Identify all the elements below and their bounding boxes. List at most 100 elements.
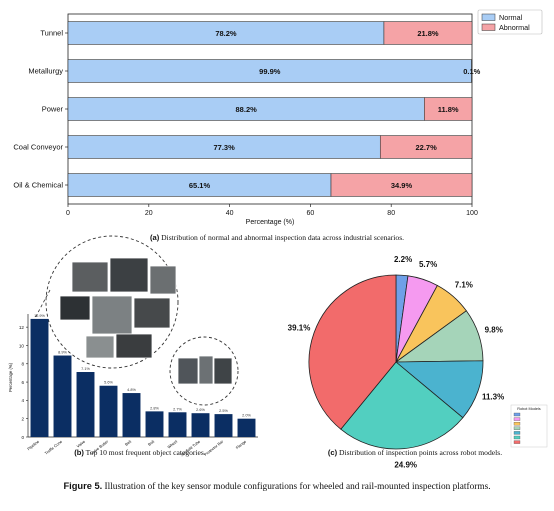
- ytick-label-b-4: 8: [21, 362, 24, 367]
- caption-a-tag: (a): [149, 233, 160, 242]
- inset-leader-1a: [33, 289, 51, 321]
- data-label-b-3: 5.6%: [104, 381, 113, 385]
- data-label-normal-0: 78.2%: [215, 29, 237, 38]
- data-label-normal-1: 99.9%: [259, 67, 281, 76]
- pie-label-3: 9.8%: [485, 325, 503, 334]
- data-label-b-5: 2.8%: [150, 406, 159, 410]
- bar-b-7: [191, 413, 210, 437]
- pie-label-2: 7.1%: [455, 280, 473, 289]
- pie-label-1: 5.7%: [419, 260, 437, 269]
- pie-label-6: 39.1%: [288, 323, 311, 332]
- inset-circle-1: [45, 235, 179, 369]
- collage-photo-1: [109, 257, 149, 293]
- pie-slice-3: [394, 310, 484, 363]
- caption-c: (c) Distribution of inspection points ac…: [290, 448, 540, 457]
- ytick-label-b-2: 4: [21, 398, 24, 403]
- bar-abnormal-2: [424, 97, 473, 121]
- bar-abnormal-4: [330, 173, 473, 197]
- caption-a-text: Distribution of normal and abnormal insp…: [159, 233, 405, 242]
- ytick-label-b-5: 10: [19, 343, 25, 348]
- pie-slice-4: [394, 360, 484, 419]
- xtick-label-5: 100: [466, 210, 478, 217]
- pie-slice-1: [395, 275, 438, 363]
- data-label-abnormal-2: 11.8%: [438, 105, 459, 114]
- bar-b-2: [76, 372, 95, 437]
- photo-collage-inset: [33, 235, 179, 369]
- ytick-label-b-6: 12: [19, 325, 25, 330]
- xtick-label-4: 80: [387, 210, 395, 217]
- data-label-normal-2: 88.2%: [236, 105, 258, 114]
- pie-label-5: 24.9%: [394, 461, 417, 470]
- legend-c-title: Robot Models: [517, 407, 541, 411]
- collage-photo-4: [91, 295, 133, 335]
- collage-photo-2: [149, 265, 177, 295]
- equipment-photo-2: [198, 355, 214, 385]
- bar-b-3: [99, 385, 118, 437]
- bar-b-5: [145, 411, 164, 437]
- collage-photo-5: [133, 297, 171, 329]
- legend-label-normal: Normal: [499, 13, 523, 22]
- equipment-photo-3: [213, 357, 233, 385]
- bar-abnormal-0: [383, 21, 473, 45]
- legend-c-swatch-3: [513, 426, 521, 430]
- collage-photo-7: [115, 333, 153, 359]
- caption-c-text: Distribution of inspection points across…: [337, 448, 503, 457]
- bar-b-1: [53, 355, 72, 437]
- caption-b: (b) Top 10 most frequent object categori…: [20, 448, 260, 457]
- caption-c-tag: (c): [327, 448, 338, 457]
- pie-slice-5: [340, 361, 464, 450]
- ytick-label-b-3: 6: [21, 380, 24, 385]
- data-label-b-1: 8.9%: [58, 351, 67, 355]
- collage-photo-0: [71, 261, 109, 293]
- data-label-b-0: 12.9%: [34, 314, 45, 318]
- ytick-label-2: Power: [42, 105, 64, 114]
- data-label-b-6: 2.7%: [173, 407, 182, 411]
- legend-c-swatch-2: [513, 422, 521, 426]
- figure-caption-tag: Figure 5.: [63, 481, 103, 491]
- yaxis-label-b: Percentage (%): [8, 362, 13, 392]
- figure-caption: Figure 5. Illustration of the key sensor…: [0, 481, 554, 492]
- ytick-label-3: Coal Conveyor: [13, 143, 63, 152]
- bar-b-4: [122, 393, 141, 437]
- legend-c-swatch-6: [513, 440, 521, 444]
- bar-abnormal-3: [379, 135, 473, 159]
- legend-c-swatch-4: [513, 431, 521, 435]
- legend-label-abnormal: Abnormal: [499, 23, 530, 32]
- pie-slice-2: [395, 284, 467, 363]
- ytick-label-4: Oil & Chemical: [13, 181, 63, 190]
- bar-b-9: [237, 418, 256, 437]
- legend-swatch-abnormal: [481, 23, 496, 31]
- collage-photo-6: [85, 335, 115, 359]
- collage-photo-3: [59, 295, 91, 321]
- bar-b-0: [30, 318, 49, 437]
- figure-caption-text: Illustration of the key sensor module co…: [102, 482, 491, 492]
- ytick-label-b-0: 0: [21, 435, 24, 440]
- bar-b-6: [168, 412, 187, 437]
- legend-c-swatch-1: [513, 417, 521, 421]
- data-label-b-9: 2.0%: [242, 414, 251, 418]
- legend-c: [510, 404, 548, 448]
- data-label-b-7: 2.6%: [196, 408, 205, 412]
- data-label-b-2: 7.1%: [81, 367, 90, 371]
- ytick-label-0: Tunnel: [40, 29, 63, 38]
- xtick-label-b-4: Belt: [124, 438, 133, 447]
- legend-swatch-normal: [481, 13, 496, 21]
- ytick-label-1: Metallurgy: [28, 67, 63, 76]
- legend-c-swatch-0: [513, 412, 521, 417]
- caption-a: (a) Distribution of normal and abnormal …: [0, 233, 554, 242]
- data-label-b-4: 4.8%: [127, 388, 136, 392]
- caption-b-tag: (b): [74, 448, 84, 457]
- xaxis-label-a: Percentage (%): [246, 219, 295, 226]
- pie-label-4: 11.3%: [482, 392, 504, 401]
- chart-a-normal-abnormal: 78.2% 21.8% Tunnel 99.9% 0.1% Metallurgy 88.2%…: [13, 9, 543, 226]
- pie-label-0: 2.2%: [394, 255, 412, 264]
- xtick-label-b-5: Bolt: [147, 438, 156, 447]
- data-label-abnormal-4: 34.9%: [391, 181, 413, 190]
- pie-slice-6: [308, 274, 397, 430]
- xtick-label-2: 40: [226, 210, 234, 217]
- xtick-label-1: 20: [145, 210, 153, 217]
- xtick-label-3: 60: [307, 210, 315, 217]
- data-label-abnormal-1: 0.1%: [463, 67, 480, 76]
- bar-b-8: [214, 414, 233, 437]
- pie-slice-0: [395, 274, 409, 363]
